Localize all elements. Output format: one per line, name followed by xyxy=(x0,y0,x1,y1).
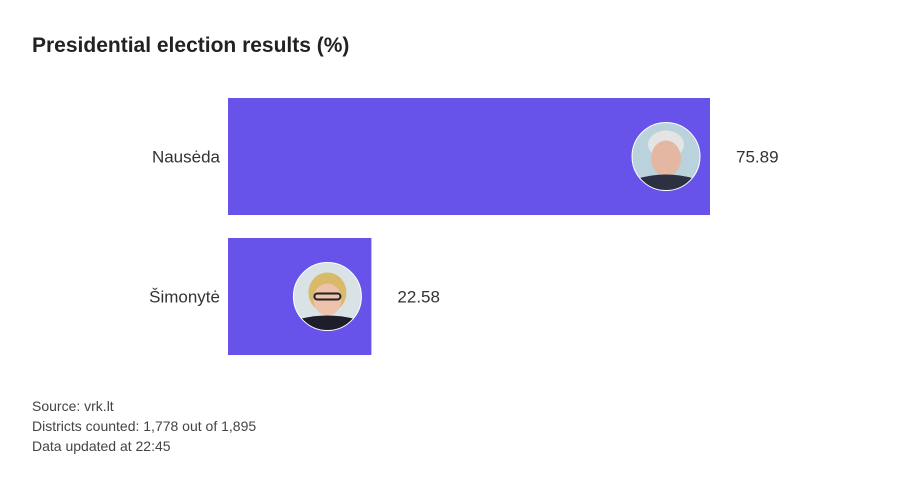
chart-title: Presidential election results (%) xyxy=(32,34,350,57)
candidate-photo xyxy=(292,262,362,331)
updated-note: Data updated at 22:45 xyxy=(32,438,171,454)
value-label: 75.89 xyxy=(736,148,779,167)
source-note: Source: vrk.lt xyxy=(32,398,114,414)
candidate-photo xyxy=(631,122,701,191)
bar xyxy=(228,98,710,215)
districts-note: Districts counted: 1,778 out of 1,895 xyxy=(32,418,257,434)
category-label: Šimonytė xyxy=(149,288,220,307)
chart-footer: Source: vrk.lt Districts counted: 1,778 … xyxy=(32,396,256,456)
category-label: Nausėda xyxy=(152,148,221,167)
value-label: 22.58 xyxy=(397,288,440,307)
